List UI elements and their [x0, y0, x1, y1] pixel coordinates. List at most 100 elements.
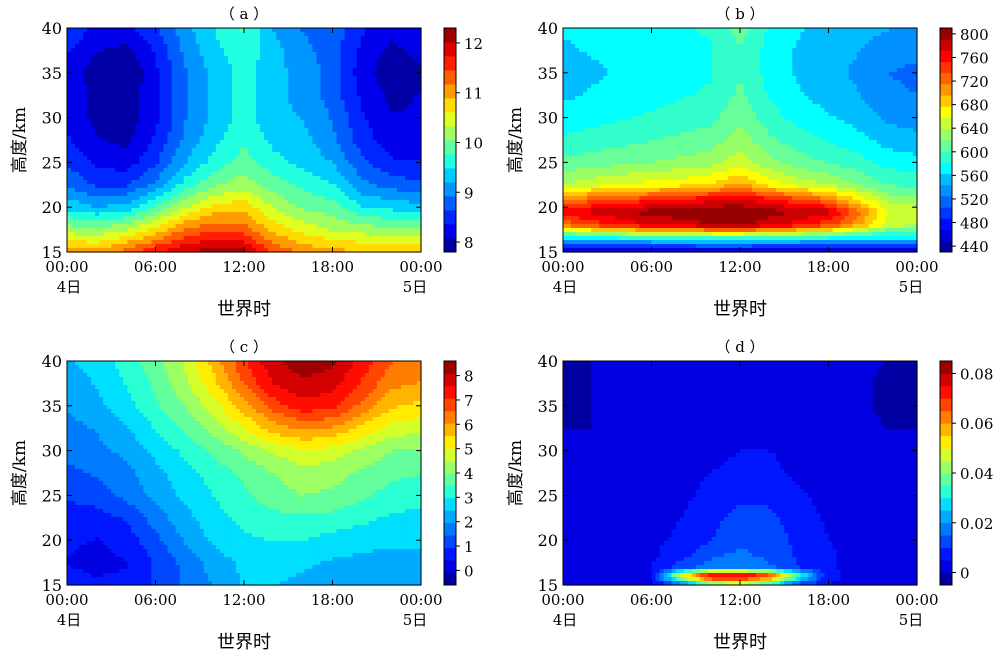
contour-cell: [203, 200, 209, 205]
contour-cell: [75, 116, 80, 121]
contour-cell: [167, 192, 173, 197]
contour-cell: [239, 76, 245, 81]
contour-cell: [388, 244, 394, 249]
contour-cell: [147, 36, 153, 41]
contour-cell: [119, 68, 124, 73]
contour-cell: [175, 248, 181, 253]
contour-cell: [340, 184, 346, 189]
contour-cell: [344, 220, 350, 225]
contour-cell: [123, 56, 128, 61]
contour-cell: [352, 152, 358, 157]
contour-cell: [227, 164, 233, 169]
contour-cell: [380, 128, 386, 133]
contour-cell: [67, 52, 72, 57]
contour-cell: [115, 104, 120, 109]
contour-cell: [191, 140, 197, 145]
contour-cell: [292, 92, 297, 97]
contour-cell: [143, 192, 149, 197]
contour-cell: [272, 76, 277, 81]
contour-cell: [159, 76, 165, 81]
contour-cell: [312, 224, 318, 229]
contour-cell: [416, 172, 422, 177]
contour-cell: [256, 196, 261, 201]
contour-cell: [416, 196, 422, 201]
contour-cell: [344, 244, 350, 249]
contour-cell: [79, 132, 84, 137]
contour-cell: [195, 240, 201, 245]
contour-cell: [264, 188, 269, 193]
contour-cell: [408, 232, 414, 237]
contour-cell: [388, 152, 394, 157]
contour-cell: [91, 248, 96, 253]
contour-cell: [75, 32, 80, 37]
contour-cell: [300, 32, 305, 37]
contour-cell: [151, 96, 157, 101]
contour-cell: [348, 184, 354, 189]
contour-cell: [336, 100, 342, 105]
contour-cell: [83, 32, 88, 37]
contour-cell: [384, 48, 390, 53]
contour-cell: [115, 108, 120, 113]
contour-cell: [167, 96, 173, 101]
contour-cell: [328, 104, 334, 109]
contour-cell: [71, 56, 76, 61]
contour-cell: [83, 80, 88, 85]
contour-cell: [288, 80, 293, 85]
contour-cell: [324, 104, 330, 109]
contour-cell: [396, 208, 402, 213]
contour-cell: [91, 36, 96, 41]
contour-cell: [380, 56, 386, 61]
contour-cell: [244, 36, 249, 41]
contour-cell: [179, 212, 185, 217]
contour-cell: [348, 216, 354, 221]
contour-cell: [392, 128, 398, 133]
contour-cell: [380, 144, 386, 149]
contour-cell: [179, 96, 185, 101]
contour-cell: [276, 96, 281, 101]
contour-cell: [131, 168, 136, 173]
contour-cell: [99, 92, 104, 97]
contour-cell: [135, 152, 141, 157]
contour-cell: [320, 192, 326, 197]
contour-cell: [292, 200, 297, 205]
contour-cell: [412, 248, 418, 253]
contour-cell: [360, 96, 366, 101]
contour-cell: [336, 220, 342, 225]
contour-cell: [219, 92, 225, 97]
contour-cell: [276, 164, 281, 169]
contour-cell: [288, 192, 293, 197]
contour-cell: [404, 224, 410, 229]
contour-cell: [67, 204, 72, 209]
contour-cell: [312, 180, 318, 185]
contour-cell: [416, 224, 422, 229]
contour-cell: [239, 140, 245, 145]
contour-cell: [151, 108, 157, 113]
contour-cell: [260, 196, 265, 201]
contour-cell: [364, 200, 370, 205]
contour-cell: [344, 120, 350, 125]
contour-cell: [179, 44, 185, 49]
contour-cell: [248, 188, 253, 193]
contour-cell: [324, 52, 330, 57]
contour-cell: [203, 56, 209, 61]
contour-cell: [324, 36, 330, 41]
contour-cell: [276, 200, 281, 205]
contour-cell: [296, 120, 301, 125]
contour-cell: [280, 96, 285, 101]
contour-cell: [175, 172, 181, 177]
contour-cell: [75, 192, 80, 197]
contour-cell: [316, 32, 322, 37]
contour-cell: [191, 184, 197, 189]
contour-cell: [408, 36, 414, 41]
contour-cell: [191, 92, 197, 97]
contour-cell: [123, 44, 128, 49]
contour-cell: [219, 120, 225, 125]
contour-cell: [199, 216, 205, 221]
contour-cell: [99, 164, 104, 169]
contour-cell: [324, 236, 330, 241]
contour-cell: [380, 220, 386, 225]
contour-cell: [115, 196, 120, 201]
contour-cell: [344, 176, 350, 181]
contour-cell: [324, 64, 330, 69]
contour-cell: [400, 240, 406, 245]
